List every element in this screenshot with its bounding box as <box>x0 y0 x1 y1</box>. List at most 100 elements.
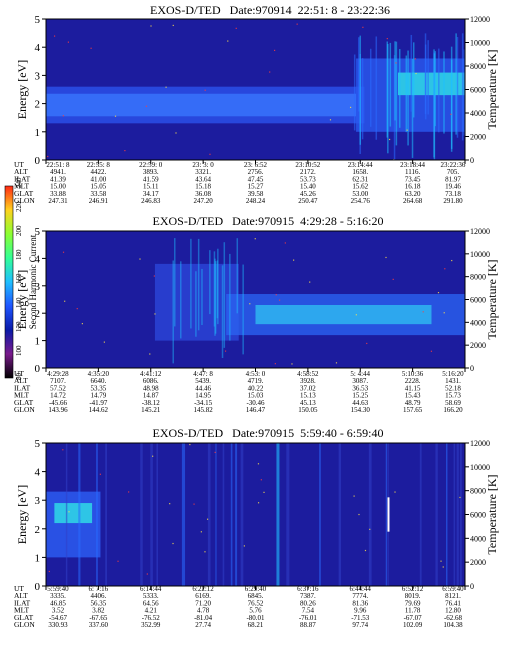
table-cell: 4.21 <box>145 607 158 615</box>
y-tick-label: 1 <box>35 127 41 139</box>
noise-dot <box>139 258 141 260</box>
table-row-label: ALT <box>14 376 28 385</box>
noise-dot <box>193 503 195 505</box>
table-cell: 146.47 <box>246 406 266 414</box>
y2-tick-label: 6000 <box>470 511 486 520</box>
colorbar-label: Second Harmonic Current <box>28 234 38 329</box>
vertical-streak <box>181 443 186 586</box>
table-cell: 2172. <box>300 168 316 176</box>
noise-dot <box>395 62 397 64</box>
vertical-streak <box>78 443 81 586</box>
table-cell: 5.76 <box>249 607 262 615</box>
table-cell: 44.46 <box>195 384 211 392</box>
noise-dot <box>249 303 251 305</box>
table-cell: 22:55: 8 <box>87 161 111 169</box>
noise-dot <box>385 256 387 259</box>
noise-dot <box>414 58 416 60</box>
vertical-streak <box>150 443 153 586</box>
noise-dot <box>369 528 371 530</box>
table-cell: 23:22:36 <box>441 161 466 169</box>
spectrogram-panel: EXOS-D/TED Date:970915 4:29:28 - 5:16:20… <box>14 214 499 414</box>
noise-dot <box>76 308 78 310</box>
noise-dot <box>128 491 130 493</box>
noise-dot <box>273 49 276 51</box>
y2-tick-label: 6000 <box>470 86 486 95</box>
vertical-streak <box>230 443 233 586</box>
y-tick-label: 4 <box>35 253 41 265</box>
table-cell: 705. <box>447 168 460 176</box>
vertical-streak <box>213 251 216 327</box>
y-tick-label: 3 <box>35 70 41 82</box>
table-cell: 39.58 <box>248 190 264 198</box>
vertical-streak <box>443 51 445 134</box>
table-cell: 7387. <box>300 592 316 600</box>
table-cell: 15.18 <box>195 183 211 191</box>
table-cell: 22:59: 0 <box>139 161 163 169</box>
noise-dot <box>260 479 262 481</box>
table-cell: 23: 6:52 <box>244 161 268 169</box>
vertical-streak <box>223 242 226 348</box>
table-cell: 8121. <box>445 592 461 600</box>
vertical-streak <box>235 443 238 586</box>
colorbar-tick: 120 <box>15 321 23 332</box>
table-cell: 6:44:44 <box>350 585 372 593</box>
noise-dot <box>355 314 357 316</box>
y2-axis-label: Temperature [K] <box>485 259 499 339</box>
noise-dot <box>172 542 174 545</box>
vertical-streak <box>463 49 465 136</box>
noise-dot <box>172 24 174 27</box>
table-row-label: MLT <box>14 391 30 400</box>
vertical-streak <box>65 443 68 586</box>
table-cell: -71.53 <box>351 614 370 622</box>
table-cell: 3335. <box>50 592 66 600</box>
y2-tick-label: 8000 <box>470 273 486 282</box>
noise-dot <box>146 573 148 575</box>
vertical-streak <box>455 33 457 135</box>
table-cell: 53.00 <box>352 190 368 198</box>
table-cell: 97.74 <box>352 621 368 629</box>
table-cell: 15.03 <box>248 392 264 400</box>
table-cell: 15.05 <box>91 183 107 191</box>
table-cell: 76.52 <box>248 599 264 607</box>
table-cell: 63.20 <box>405 190 421 198</box>
noise-dot <box>443 312 445 314</box>
noise-dot <box>154 313 156 315</box>
noise-dot <box>153 275 155 277</box>
table-cell: -45.66 <box>49 399 68 407</box>
vertical-streak <box>222 443 225 586</box>
table-cell: 337.60 <box>89 621 109 629</box>
table-cell: 14.79 <box>91 392 107 400</box>
y2-tick-label: 6000 <box>470 296 486 305</box>
table-cell: 53.73 <box>300 175 316 183</box>
noise-dot <box>209 153 211 155</box>
table-cell: 4:53: 0 <box>246 370 266 378</box>
noise-dot <box>444 268 446 270</box>
table-cell: 5:16:20 <box>442 370 464 378</box>
noise-dot <box>214 451 216 454</box>
y-axis-label: Energy [eV] <box>15 485 29 544</box>
table-row-label: GLAT <box>14 189 34 198</box>
table-cell: -76.52 <box>142 614 161 622</box>
table-cell: 15.00 <box>50 183 66 191</box>
table-cell: 166.20 <box>443 406 463 414</box>
noise-dot <box>175 132 177 134</box>
table-cell: 19.46 <box>445 183 461 191</box>
vertical-streak <box>389 42 392 127</box>
table-row-label: MLT <box>14 606 30 615</box>
table-cell: 73.18 <box>445 190 461 198</box>
table-cell: 4:41:12 <box>140 370 162 378</box>
table-cell: 34.17 <box>143 190 159 198</box>
y-tick-label: 0 <box>35 581 41 593</box>
noise-dot <box>309 281 311 283</box>
table-cell: 6:14:44 <box>140 585 162 593</box>
noise-dot <box>206 518 209 520</box>
table-cell: 46.85 <box>50 599 66 607</box>
vertical-streak <box>385 443 387 586</box>
noise-dot <box>263 491 265 493</box>
vertical-streak <box>361 58 364 140</box>
noise-dot <box>200 531 202 533</box>
table-cell: 6:37:16 <box>297 585 319 593</box>
table-cell: 254.76 <box>351 197 371 205</box>
vertical-streak <box>394 41 396 121</box>
